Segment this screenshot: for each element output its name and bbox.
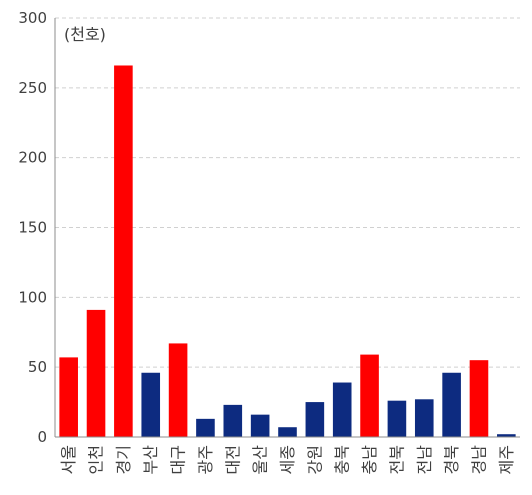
x-tick-label: 광주 — [196, 445, 215, 474]
y-tick-label: 100 — [18, 288, 47, 306]
x-tick-label: 강원 — [305, 445, 324, 474]
x-tick-label: 대전 — [223, 445, 242, 474]
x-tick-label: 전남 — [415, 445, 434, 475]
bar — [497, 434, 516, 437]
x-tick-label: 전북 — [387, 445, 406, 474]
bar — [414, 399, 434, 437]
bar — [223, 404, 243, 437]
x-tick-label: 충북 — [333, 445, 352, 474]
bar — [141, 372, 161, 437]
x-tick-label: 부산 — [141, 445, 160, 475]
x-tick-label: 충남 — [360, 445, 379, 475]
x-tick-label: 제주 — [497, 445, 516, 474]
x-tick-label: 경남 — [469, 445, 488, 475]
bar — [332, 382, 352, 437]
x-tick-label: 대구 — [169, 445, 188, 474]
x-tick-label: 인천 — [87, 445, 106, 474]
bar — [387, 400, 407, 437]
bar — [86, 309, 106, 437]
x-tick-label: 경기 — [114, 445, 133, 474]
unit-label: (천호) — [64, 25, 106, 44]
x-axis-labels: 서울 인천 경기 부산 대구 광주 대전 울산 세종 강원 충북 충남 전북 전남 경북 경남 제주 — [59, 445, 516, 475]
x-tick-label: 경북 — [442, 445, 461, 474]
x-tick-label: 서울 — [59, 445, 78, 474]
bar — [196, 418, 215, 437]
bars — [59, 65, 516, 437]
y-axis: 0 50 100 150 200 250 300 — [18, 9, 47, 446]
y-tick-label: 250 — [18, 79, 47, 97]
bar — [469, 360, 489, 437]
y-tick-label: 200 — [18, 149, 47, 167]
y-tick-label: 150 — [18, 219, 47, 237]
bar — [442, 372, 461, 437]
y-tick-label: 50 — [28, 358, 47, 376]
x-tick-label: 울산 — [251, 445, 270, 475]
bar — [59, 357, 78, 437]
bar — [360, 354, 379, 437]
bar — [278, 427, 297, 437]
bar — [114, 65, 133, 437]
bar — [250, 414, 270, 437]
y-tick-label: 300 — [18, 9, 47, 27]
bar — [168, 343, 188, 437]
y-tick-label: 0 — [37, 428, 47, 446]
bar — [305, 402, 325, 437]
x-tick-label: 세종 — [278, 445, 297, 474]
